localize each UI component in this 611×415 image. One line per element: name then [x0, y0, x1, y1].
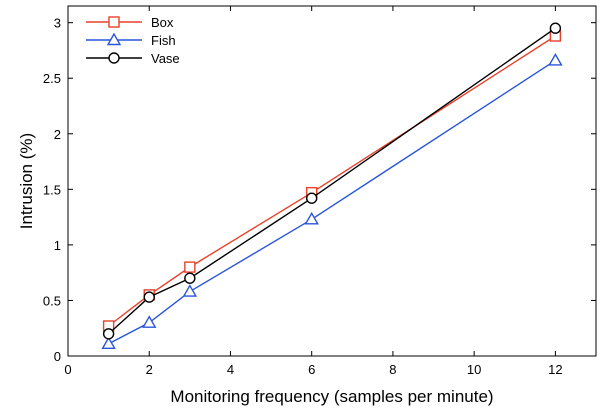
legend-label-fish: Fish	[151, 33, 176, 48]
data-point-vase	[305, 192, 318, 204]
series-vase	[102, 22, 562, 340]
legend-label-vase: Vase	[151, 51, 180, 66]
legend-item-box: Box	[86, 15, 174, 30]
legend: Box Fish Vase	[86, 15, 180, 66]
x-tick-label: 2	[146, 362, 153, 377]
series-fish	[101, 53, 563, 349]
data-point-box	[184, 261, 196, 273]
legend-marker-box	[108, 16, 120, 28]
x-tick-label: 4	[227, 362, 234, 377]
x-tick-label: 12	[548, 362, 562, 377]
legend-item-vase: Vase	[86, 51, 180, 66]
y-tick-label: 1	[54, 238, 61, 253]
legend-marker-vase	[108, 52, 120, 64]
x-axis-label: Monitoring frequency (samples per minute…	[170, 387, 493, 406]
x-axis-ticks: 0 2 4 6 8 10 12	[64, 6, 563, 377]
data-point-fish	[142, 315, 157, 328]
x-tick-label: 8	[389, 362, 396, 377]
data-point-fish	[182, 284, 198, 297]
y-tick-label: 1.5	[43, 182, 61, 197]
data-point-fish	[548, 53, 563, 66]
y-tick-label: 2.5	[43, 71, 61, 86]
y-tick-label: 2	[54, 127, 61, 142]
series-layer	[101, 22, 563, 349]
data-point-fish	[101, 336, 116, 349]
series-line-vase	[108, 27, 556, 335]
data-point-vase	[102, 328, 115, 340]
legend-label-box: Box	[151, 15, 174, 30]
series-line-fish	[108, 59, 556, 345]
data-point-vase	[143, 291, 155, 303]
plot-frame	[67, 5, 597, 357]
y-axis-label: Intrusion (%)	[17, 133, 36, 229]
x-tick-label: 0	[64, 362, 71, 377]
y-tick-label: 0	[54, 349, 61, 364]
series-line-box	[108, 35, 556, 327]
y-tick-label: 3	[54, 16, 61, 31]
x-tick-label: 6	[308, 362, 315, 377]
y-axis-ticks: 0 0.5 1 1.5 2 2.5 3	[43, 16, 596, 364]
y-tick-label: 0.5	[43, 293, 61, 308]
legend-marker-fish	[106, 32, 122, 46]
legend-item-fish: Fish	[86, 32, 176, 48]
data-point-vase	[184, 272, 196, 284]
data-point-vase	[549, 22, 562, 34]
x-tick-label: 10	[467, 362, 481, 377]
data-point-fish	[304, 211, 319, 225]
